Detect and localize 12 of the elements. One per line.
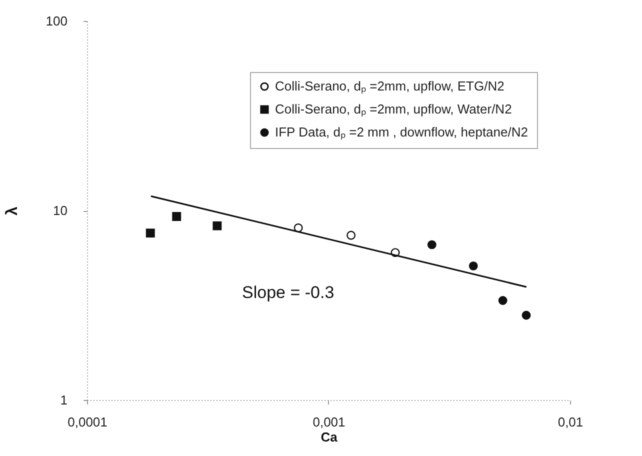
legend-label: Colli-Serano, dₚ =2mm, upflow, Water/N2: [275, 102, 512, 118]
y-tick-label: 100: [46, 14, 68, 28]
x-tick-label: 0,0001: [68, 414, 108, 430]
legend-label: IFP Data, dₚ =2 mm , downflow, heptane/N2: [275, 124, 528, 140]
annotation: Slope = -0.3: [242, 283, 334, 302]
y-tick-label: 1: [60, 392, 68, 408]
x-axis-title: Ca: [320, 430, 338, 444]
x-tick-label: 0,001: [312, 414, 346, 430]
x-tick-label: 0,01: [558, 414, 584, 430]
y-tick-label: 10: [53, 203, 68, 218]
y-axis-title: λ: [4, 206, 21, 216]
legend-label: Colli-Serano, dₚ =2mm, upflow, ETG/N2: [275, 78, 504, 94]
